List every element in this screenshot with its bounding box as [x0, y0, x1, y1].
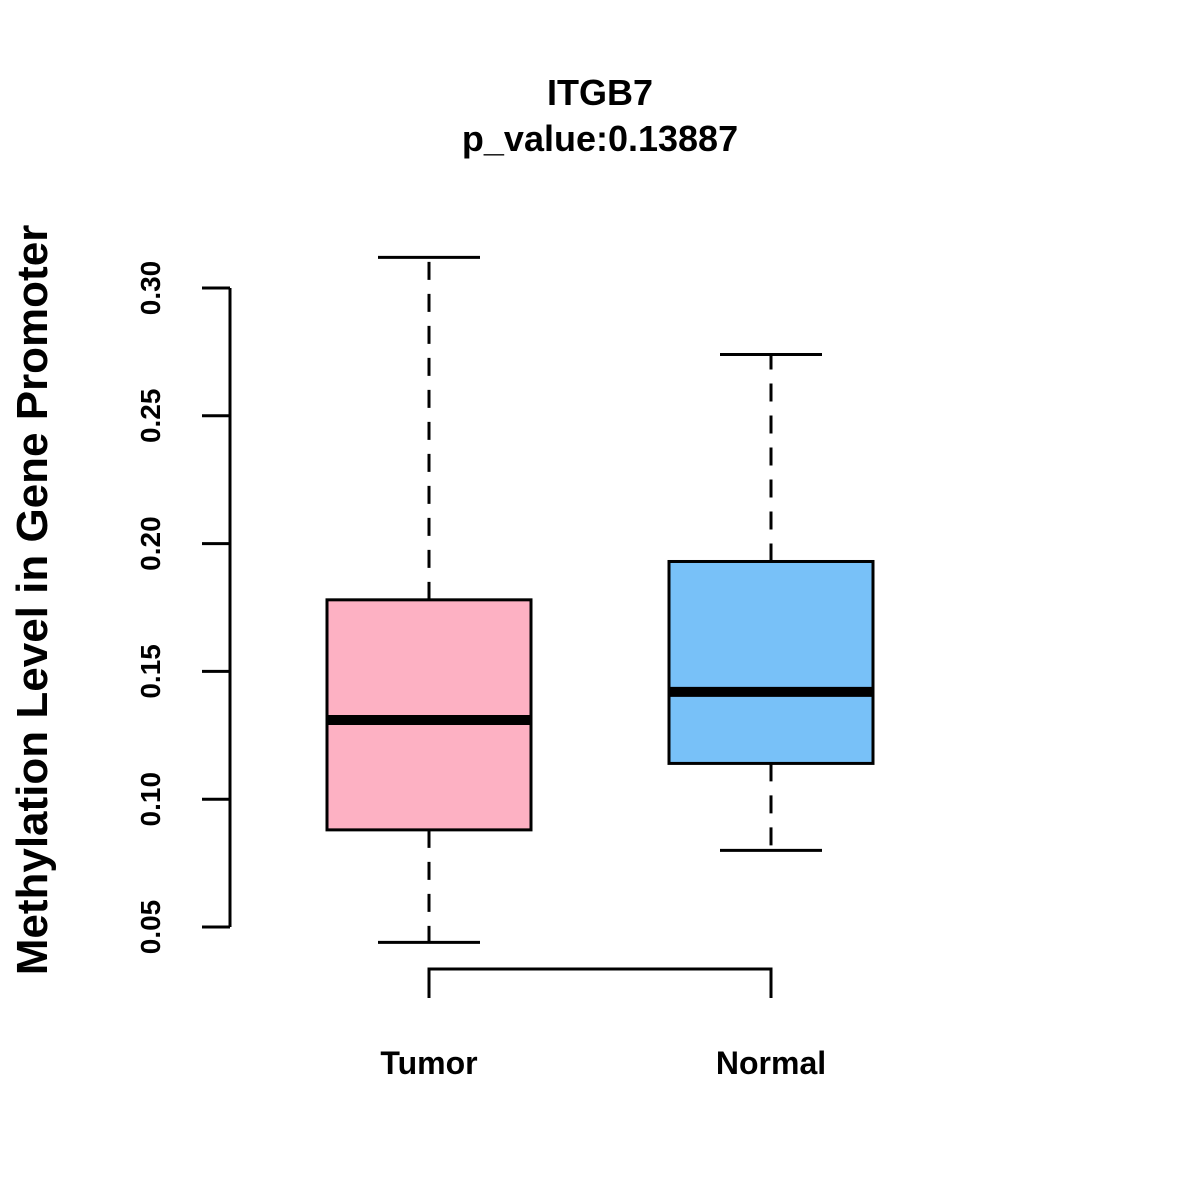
x-category-label: Tumor: [380, 1045, 477, 1081]
x-category-label: Normal: [716, 1045, 826, 1081]
boxes-group: [325, 255, 875, 944]
y-tick-label: 0.10: [135, 772, 166, 827]
y-tick-label: 0.15: [135, 644, 166, 699]
x-axis-labels: Tumor Normal: [380, 1045, 826, 1081]
chart-subtitle: p_value:0.13887: [462, 118, 738, 159]
iqr-box: [325, 598, 533, 832]
y-axis-label: Methylation Level in Gene Promoter: [8, 225, 57, 976]
bracket-line: [427, 967, 773, 998]
chart-title: ITGB7: [547, 72, 653, 113]
y-axis: 0.05 0.10 0.15 0.20 0.25 0.30: [135, 261, 232, 955]
significance-bracket: [427, 967, 773, 998]
box-normal: [667, 352, 875, 852]
y-tick-label: 0.05: [135, 900, 166, 955]
y-tick-label: 0.25: [135, 389, 166, 444]
y-tick-label: 0.30: [135, 261, 166, 316]
iqr-box: [667, 559, 875, 765]
box-tumor: [325, 255, 533, 944]
y-tick-label: 0.20: [135, 516, 166, 571]
